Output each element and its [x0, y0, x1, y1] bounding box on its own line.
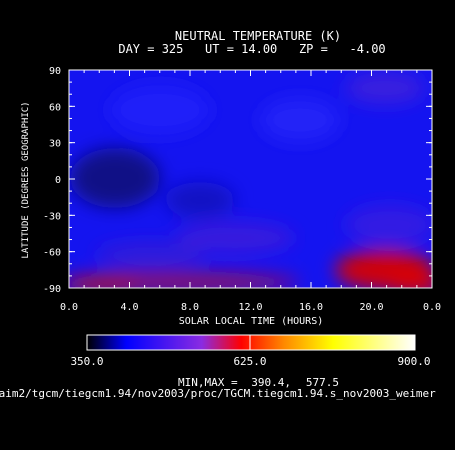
x-axis-label: SOLAR LOCAL TIME (HOURS) — [179, 316, 324, 327]
minmax-label: MIN,MAX = — [178, 376, 238, 389]
max-value: 577.5 — [306, 376, 339, 389]
x-tick-label: 16.0 — [299, 302, 323, 313]
x-axis: 0.0 4.0 8.0 12.0 16.0 20.0 0.0 — [60, 70, 441, 313]
colorbar-mid-label: 625.0 — [233, 355, 266, 368]
min-value: 390.4, — [251, 376, 291, 389]
y-axis: 90 60 30 0 -30 -60 -90 — [43, 66, 432, 295]
y-tick-label: 60 — [49, 102, 61, 113]
file-path: /aim2/tgcm/tiegcm1.94/nov2003/proc/TGCM.… — [0, 387, 436, 400]
x-tick-label: 8.0 — [181, 302, 199, 313]
chart-title: NEUTRAL TEMPERATURE (K) — [175, 29, 341, 43]
colorbar-min-label: 350.0 — [70, 355, 103, 368]
y-tick-label: -30 — [43, 211, 61, 222]
y-axis-label: LATITUDE (DEGREES GEOGRAPHIC) — [21, 101, 31, 258]
x-tick-label: 0.0 — [60, 302, 78, 313]
chart-subtitle: DAY = 325 UT = 14.00 ZP = -4.00 — [118, 42, 385, 56]
x-tick-label: 0.0 — [423, 302, 441, 313]
x-tick-label: 20.0 — [359, 302, 383, 313]
y-tick-label: -60 — [43, 248, 61, 259]
y-tick-label: 30 — [49, 139, 61, 150]
colorbar — [86, 334, 416, 351]
colorbar-max-label: 900.0 — [397, 355, 430, 368]
y-tick-label: -90 — [43, 284, 61, 295]
x-tick-label: 12.0 — [238, 302, 262, 313]
x-tick-label: 4.0 — [120, 302, 138, 313]
heatmap-field — [69, 70, 432, 288]
y-tick-label: 0 — [55, 175, 61, 186]
y-tick-label: 90 — [49, 66, 61, 77]
